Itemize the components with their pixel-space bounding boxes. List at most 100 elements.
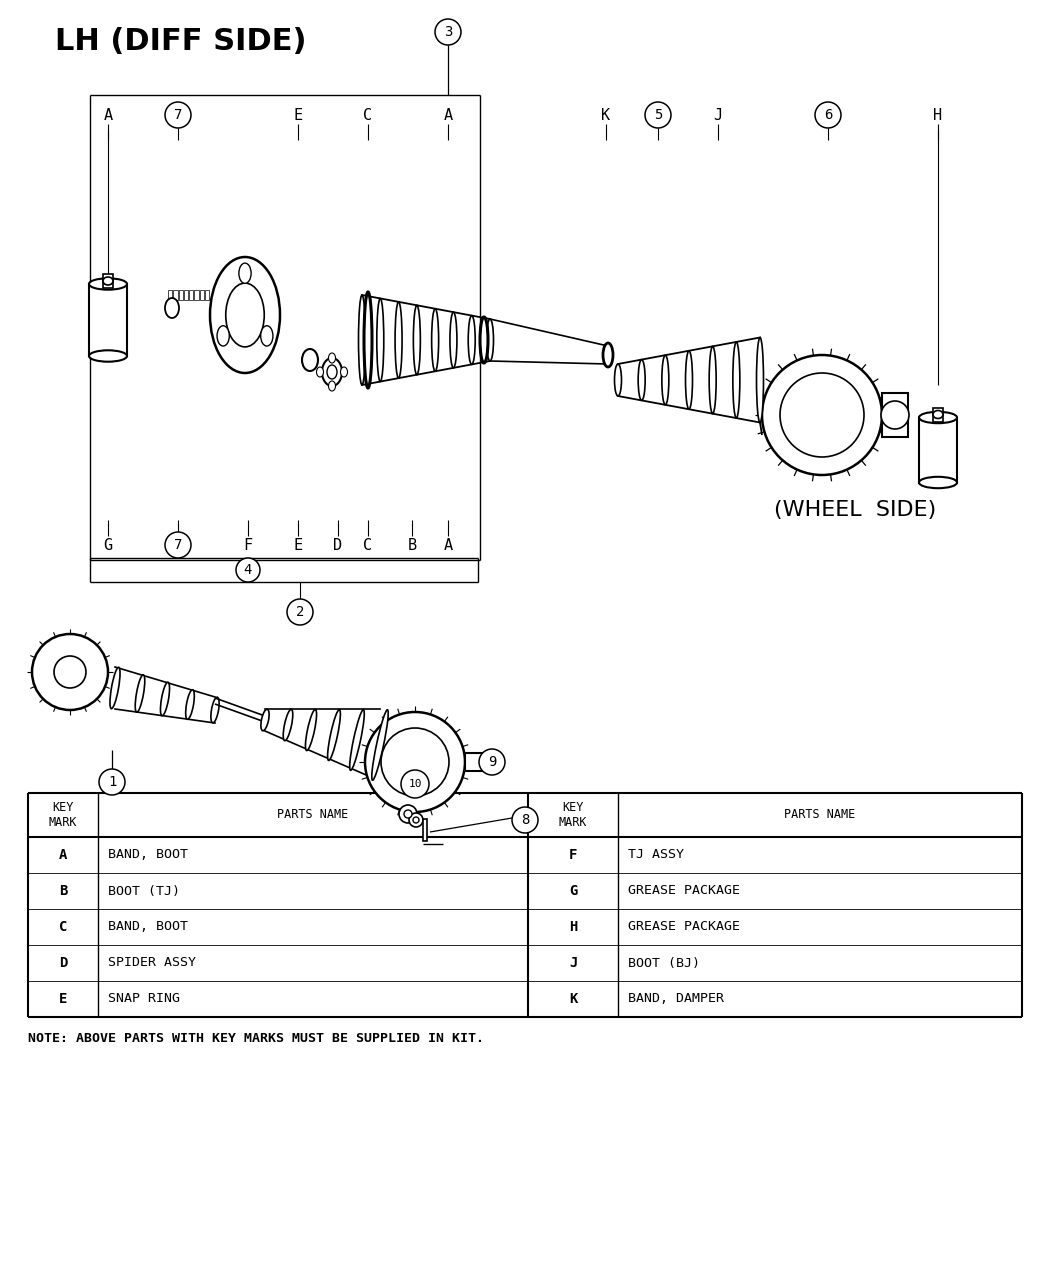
Ellipse shape	[919, 476, 957, 488]
Bar	[194, 290, 198, 300]
Circle shape	[479, 750, 505, 775]
Ellipse shape	[468, 315, 476, 364]
Ellipse shape	[322, 358, 342, 386]
Circle shape	[435, 19, 461, 45]
Text: G: G	[104, 538, 112, 553]
Ellipse shape	[306, 710, 316, 751]
Text: GREASE PACKAGE: GREASE PACKAGE	[628, 921, 740, 933]
Text: 1: 1	[108, 775, 117, 789]
Text: 10: 10	[408, 779, 422, 789]
Ellipse shape	[414, 305, 420, 374]
Text: PARTS NAME: PARTS NAME	[277, 808, 349, 821]
Text: C: C	[363, 107, 373, 123]
Text: PARTS NAME: PARTS NAME	[784, 808, 856, 821]
Ellipse shape	[226, 283, 265, 347]
Ellipse shape	[486, 319, 494, 361]
Text: KEY
MARK: KEY MARK	[559, 801, 587, 829]
Text: SNAP RING: SNAP RING	[108, 992, 180, 1005]
Circle shape	[54, 656, 86, 688]
Ellipse shape	[161, 682, 169, 715]
Bar	[919, 418, 957, 483]
Text: H: H	[933, 107, 943, 123]
Ellipse shape	[733, 342, 740, 418]
Text: TJ ASSY: TJ ASSY	[628, 848, 684, 862]
Bar	[205, 290, 209, 300]
Ellipse shape	[933, 410, 943, 419]
Circle shape	[287, 599, 313, 624]
Ellipse shape	[89, 350, 127, 361]
Circle shape	[99, 769, 125, 796]
Text: D: D	[59, 956, 67, 971]
Bar	[89, 283, 127, 356]
Text: 7: 7	[174, 109, 183, 123]
Ellipse shape	[399, 805, 417, 822]
Circle shape	[780, 373, 864, 457]
Text: 6: 6	[824, 109, 833, 123]
Text: 3: 3	[444, 26, 453, 40]
Ellipse shape	[340, 366, 348, 377]
Circle shape	[762, 355, 882, 475]
Text: BAND, DAMPER: BAND, DAMPER	[628, 992, 724, 1005]
Text: A: A	[104, 107, 112, 123]
Text: E: E	[293, 107, 302, 123]
Ellipse shape	[302, 349, 318, 372]
Text: B: B	[59, 884, 67, 898]
Ellipse shape	[328, 710, 340, 760]
Text: BAND, BOOT: BAND, BOOT	[108, 848, 188, 862]
Ellipse shape	[404, 810, 412, 819]
Bar	[933, 407, 943, 421]
Text: BAND, BOOT: BAND, BOOT	[108, 921, 188, 933]
Ellipse shape	[358, 295, 365, 384]
Ellipse shape	[638, 360, 645, 401]
Text: A: A	[443, 538, 453, 553]
Circle shape	[381, 728, 449, 796]
Text: GREASE PACKAGE: GREASE PACKAGE	[628, 885, 740, 898]
Bar	[173, 290, 177, 300]
Ellipse shape	[110, 668, 120, 709]
Ellipse shape	[450, 312, 457, 368]
Ellipse shape	[165, 298, 178, 318]
Text: 4: 4	[244, 563, 252, 577]
Ellipse shape	[329, 381, 336, 391]
Bar	[178, 290, 183, 300]
Text: 7: 7	[174, 538, 183, 552]
Ellipse shape	[480, 317, 488, 363]
Text: K: K	[602, 107, 610, 123]
Ellipse shape	[186, 690, 194, 719]
Circle shape	[815, 102, 841, 128]
Bar	[882, 393, 908, 437]
Text: E: E	[293, 538, 302, 553]
Bar	[465, 753, 495, 771]
Ellipse shape	[260, 326, 273, 346]
Text: LH (DIFF SIDE): LH (DIFF SIDE)	[55, 28, 307, 56]
Ellipse shape	[211, 697, 219, 723]
Text: J: J	[713, 107, 722, 123]
Text: (WHEEL  SIDE): (WHEEL SIDE)	[774, 501, 937, 520]
Ellipse shape	[662, 355, 669, 405]
Text: A: A	[59, 848, 67, 862]
Text: E: E	[59, 992, 67, 1006]
Ellipse shape	[410, 813, 423, 827]
Ellipse shape	[135, 674, 145, 713]
Text: J: J	[569, 956, 578, 971]
Circle shape	[512, 807, 538, 833]
Circle shape	[881, 401, 909, 429]
Text: 5: 5	[654, 109, 663, 123]
Circle shape	[401, 770, 429, 798]
Ellipse shape	[432, 309, 439, 372]
Text: B: B	[407, 538, 417, 553]
Text: 8: 8	[521, 813, 529, 827]
Bar	[189, 290, 193, 300]
Ellipse shape	[89, 278, 127, 290]
Text: NOTE: ABOVE PARTS WITH KEY MARKS MUST BE SUPPLIED IN KIT.: NOTE: ABOVE PARTS WITH KEY MARKS MUST BE…	[28, 1033, 484, 1046]
Ellipse shape	[217, 326, 229, 346]
Text: F: F	[569, 848, 578, 862]
Ellipse shape	[327, 365, 337, 379]
Bar	[200, 290, 204, 300]
Circle shape	[32, 633, 108, 710]
Ellipse shape	[103, 277, 113, 285]
Ellipse shape	[316, 366, 323, 377]
Circle shape	[165, 102, 191, 128]
Circle shape	[165, 533, 191, 558]
Ellipse shape	[919, 411, 957, 423]
